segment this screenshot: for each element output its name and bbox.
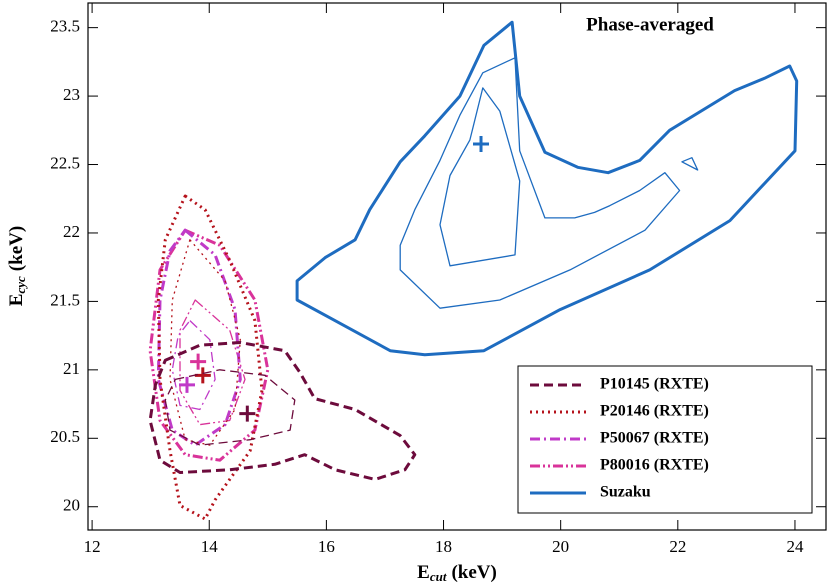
- contour: [171, 319, 216, 411]
- x-tick-label: 16: [318, 537, 335, 556]
- best-fit-marker: [190, 353, 207, 370]
- x-axis-label: Ecut (keV): [417, 562, 497, 584]
- x-tick-label: 24: [786, 537, 804, 556]
- contour: [399, 57, 681, 309]
- contour: [681, 157, 699, 171]
- y-label-sub: cyc: [13, 276, 28, 294]
- x-label-sub: cut: [430, 569, 447, 584]
- y-tick-label: 22.5: [50, 153, 80, 172]
- x-tick-label: 22: [669, 537, 686, 556]
- best-fit-marker: [194, 367, 211, 384]
- legend-label: P50067 (RXTE): [600, 430, 709, 447]
- legend-label: P20146 (RXTE): [600, 403, 709, 420]
- x-tick-label: 12: [84, 537, 101, 556]
- y-tick-label: 21.5: [50, 290, 80, 309]
- x-tick-label: 14: [201, 537, 219, 556]
- x-label-unit: (keV): [451, 562, 496, 583]
- contour: [148, 341, 417, 481]
- y-tick-label: 23.5: [50, 17, 80, 36]
- contour: [148, 228, 270, 462]
- contour: [179, 299, 246, 426]
- x-label-main: E: [417, 562, 430, 583]
- contour: [169, 239, 241, 446]
- y-tick-label: 23: [63, 85, 80, 104]
- y-label-unit: (keV): [6, 226, 27, 271]
- chart-title: Phase-averaged: [586, 14, 714, 35]
- contour: [295, 20, 799, 357]
- best-fit-marker: [473, 135, 490, 152]
- plot-frame: [87, 2, 827, 531]
- y-axis-label: Ecyc (keV): [6, 226, 28, 306]
- legend-label: P80016 (RXTE): [600, 457, 709, 474]
- x-tick-label: 18: [435, 537, 452, 556]
- contour: [164, 369, 296, 446]
- y-tick-label: 20.5: [50, 427, 80, 446]
- x-tick-label: 20: [552, 537, 569, 556]
- legend-label: Suzaku: [600, 484, 651, 501]
- y-tick-label: 22: [63, 222, 80, 241]
- y-tick-label: 21: [63, 359, 80, 378]
- best-fit-marker: [239, 405, 256, 422]
- y-label-main: E: [6, 294, 27, 307]
- legend-box: [517, 365, 813, 514]
- legend-label: P10145 (RXTE): [600, 376, 709, 393]
- best-fit-marker: [178, 376, 195, 393]
- y-tick-label: 20: [63, 496, 80, 515]
- contour: [156, 194, 264, 521]
- contour: [156, 228, 242, 447]
- contour: [439, 87, 521, 267]
